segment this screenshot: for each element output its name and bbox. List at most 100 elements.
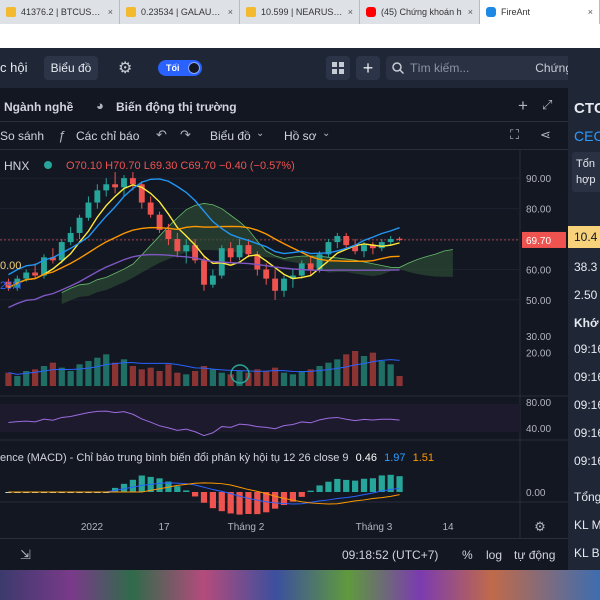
macd-histogram-bar [378, 475, 385, 492]
securities-menu[interactable]: Chứng [535, 61, 572, 75]
percent-scale-button[interactable]: % [462, 548, 473, 562]
ticker-sub[interactable]: CEC [574, 128, 600, 144]
ohlc-close: C69.70 [180, 160, 216, 172]
volume-bar [272, 367, 279, 386]
nav-item-opportunity[interactable]: c hội [0, 60, 28, 75]
macd-histogram-bar [138, 475, 145, 492]
search-input[interactable]: Tìm kiếm... Chứng [386, 56, 572, 80]
grid-icon [332, 62, 344, 74]
candle-body [352, 245, 359, 252]
volume-bar [334, 359, 341, 386]
close-icon[interactable]: × [107, 7, 113, 17]
candle-body [272, 278, 279, 291]
candle-body [263, 269, 270, 279]
candle-body [5, 281, 12, 288]
browser-tab[interactable]: FireAnt × [480, 0, 600, 24]
candle-body [245, 245, 252, 255]
browser-tab-title: (45) Chứng khoán h [381, 7, 462, 17]
candle-body [41, 257, 47, 276]
event-marker-icon [230, 364, 250, 384]
browser-tab[interactable]: 10.599 | NEARUSDT Hợp × [240, 0, 360, 24]
rsi-band [0, 404, 520, 432]
candle-body [58, 242, 65, 261]
candle-body [112, 184, 119, 188]
market-status-dot [44, 161, 52, 169]
volume-bar [76, 364, 83, 386]
volume-bar [298, 371, 305, 386]
add-button[interactable]: + [356, 56, 380, 80]
indicators-button[interactable]: Các chỉ báo [76, 129, 140, 143]
compare-button[interactable]: So sánh [0, 129, 45, 143]
ma50-line [8, 253, 400, 309]
search-icon [392, 62, 404, 74]
price-chart[interactable]: 90.0080.0070.0060.0050.0030.0020.0080.00… [0, 150, 568, 538]
time-axis-label: 2022 [81, 522, 104, 533]
expand-icon[interactable]: ⤢ [542, 97, 553, 112]
browser-tab-title: 0.23534 | GALAUSDT Hợp [141, 7, 223, 17]
price-tick-label: 50.00 [526, 296, 551, 307]
candle-body [174, 239, 181, 252]
rsi-tick-label: 40.00 [526, 424, 551, 435]
profile-dropdown[interactable]: Hồ sơ [284, 129, 317, 143]
stat-value-2: 2.50 [574, 288, 598, 302]
chart-tab-button[interactable]: Biểu đồ [44, 56, 98, 80]
volume-bar [263, 371, 270, 386]
volume-bar [49, 362, 56, 386]
macd-title: ence (MACD) - Chỉ báo trung bình biến đổ… [0, 452, 349, 464]
browser-tab[interactable]: 0.23534 | GALAUSDT Hợp × [120, 0, 240, 24]
exchange-label: HNX [4, 159, 30, 173]
browser-tab[interactable]: 41376.2 | BTCUSDT Hợp × [0, 0, 120, 24]
volume-bar [14, 376, 21, 386]
gear-icon[interactable]: ⚙ [118, 60, 133, 77]
auto-scale-button[interactable]: tự động [514, 548, 556, 562]
volume-bar [369, 352, 376, 386]
share-icon[interactable]: ⋖ [540, 127, 551, 142]
price-tick-label: 80.00 [526, 205, 551, 216]
volume-bar [378, 361, 385, 386]
bollinger-upper-line [8, 178, 400, 276]
right-info-panel: CTC CEC Tổn hợp 10.4 38.3 2.50 Khớ 09:16… [568, 48, 600, 570]
candle-body [334, 236, 341, 243]
browser-tab-strip: 41376.2 | BTCUSDT Hợp×0.23534 | GALAUSDT… [0, 0, 600, 24]
date-range-icon[interactable]: ⇲ [20, 547, 31, 562]
chart-type-dropdown[interactable]: Biểu đồ [210, 129, 251, 143]
candle-body [369, 245, 376, 249]
chart-area[interactable]: 90.0080.0070.0060.0050.0030.0020.0080.00… [0, 150, 568, 538]
redo-icon[interactable]: ↷ [180, 127, 191, 142]
fullscreen-icon[interactable]: ⛶ [510, 127, 520, 142]
candle-body [254, 254, 261, 270]
candle-body [183, 245, 190, 252]
candle-body [85, 202, 92, 218]
close-icon[interactable]: × [587, 7, 593, 17]
theme-toggle[interactable]: Tối [158, 60, 202, 76]
macd-histogram-bar [334, 478, 341, 492]
candle-body [94, 190, 101, 203]
macd-legend: ence (MACD) - Chỉ báo trung bình biến đổ… [0, 452, 434, 464]
desktop-background [0, 570, 600, 600]
close-icon[interactable]: × [347, 7, 353, 17]
industry-tab[interactable]: Ngành nghề [4, 100, 74, 114]
grid-layout-button[interactable] [326, 56, 350, 80]
company-card[interactable]: Tổn hợp [572, 152, 600, 192]
volume-bar [316, 366, 323, 386]
volume-bar [254, 369, 261, 386]
log-scale-button[interactable]: log [486, 548, 503, 562]
market-moves-tab[interactable]: Biến động thị trường [116, 100, 237, 114]
clock-readout: 09:18:52 (UTC+7) [342, 548, 439, 562]
volume-bar [218, 372, 225, 386]
macd-histogram-bar [174, 486, 181, 492]
chart-toolbar: So sánh ƒ Các chỉ báo ↶ ↷ Biểu đồ ⌄ Hồ s… [0, 122, 568, 150]
plus-icon[interactable]: + [518, 96, 528, 115]
candle-body [361, 245, 367, 252]
undo-icon[interactable]: ↶ [156, 127, 167, 142]
close-icon[interactable]: × [467, 7, 473, 17]
close-icon[interactable]: × [227, 7, 233, 17]
trade-time: 09:16 [574, 454, 600, 468]
volume-bar [200, 366, 208, 386]
macd-histogram-bar [298, 492, 305, 497]
browser-tab[interactable]: (45) Chứng khoán h × [360, 0, 480, 24]
macd-histogram-bar [387, 474, 394, 492]
volume-bar [343, 354, 350, 386]
volume-bar [32, 369, 39, 386]
candle-body [23, 272, 30, 279]
